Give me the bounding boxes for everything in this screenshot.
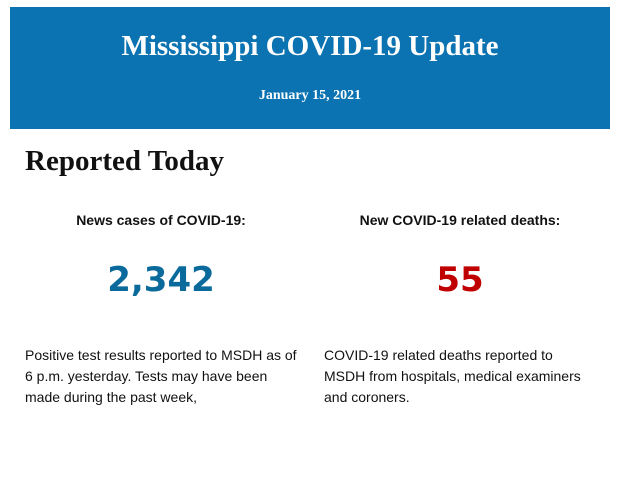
deaths-description: COVID-19 related deaths reported to MSDH… [324,347,581,405]
cases-description: Positive test results reported to MSDH a… [25,347,297,405]
update-date: January 15, 2021 [258,88,362,103]
deaths-label: New COVID-19 related deaths: [359,212,561,228]
deaths-column: New COVID-19 related deaths: 55 COVID-19… [324,210,596,405]
section-heading: Reported Today [25,145,225,177]
cases-value: 2,342 [107,260,215,300]
cases-label: News cases of COVID-19: [76,212,246,228]
page-title: Mississippi COVID-19 Update [121,30,499,62]
deaths-value: 55 [436,260,484,300]
header-banner: Mississippi COVID-19 Update January 15, … [10,7,610,129]
cases-column: News cases of COVID-19: 2,342 Positive t… [25,210,297,405]
